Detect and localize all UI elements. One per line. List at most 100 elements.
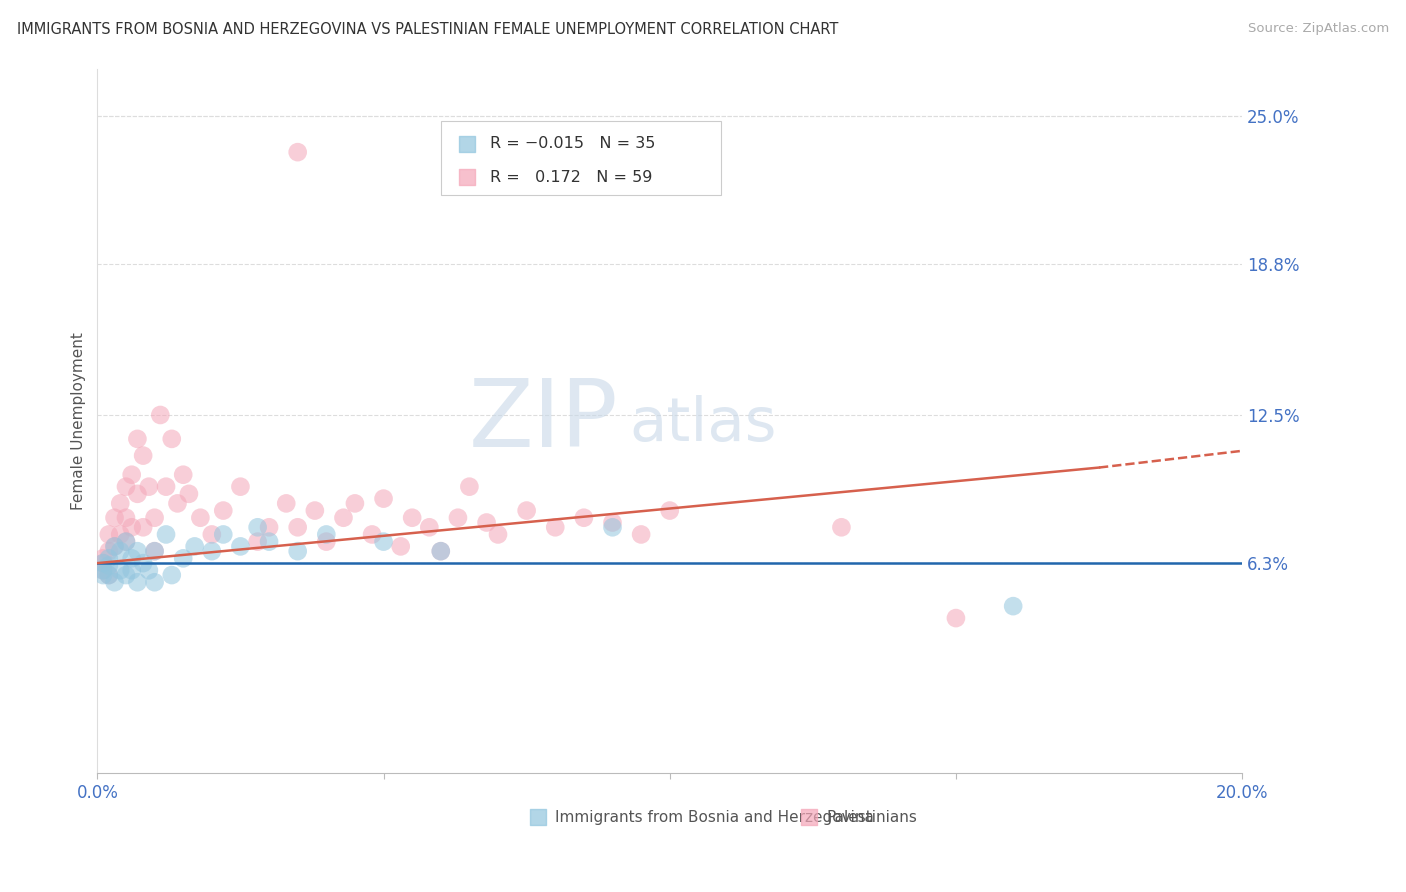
Point — [418, 520, 440, 534]
Point — [246, 534, 269, 549]
Text: IMMIGRANTS FROM BOSNIA AND HERZEGOVINA VS PALESTINIAN FEMALE UNEMPLOYMENT CORREL: IMMIGRANTS FROM BOSNIA AND HERZEGOVINA V… — [17, 22, 838, 37]
Point — [945, 611, 967, 625]
Point — [373, 534, 395, 549]
Point — [115, 480, 138, 494]
Point — [143, 510, 166, 524]
Text: R = −0.015   N = 35: R = −0.015 N = 35 — [491, 136, 655, 151]
Point — [401, 510, 423, 524]
Point — [315, 534, 337, 549]
Point — [115, 510, 138, 524]
Point — [229, 540, 252, 554]
Point — [127, 432, 149, 446]
Point — [830, 520, 852, 534]
Point — [121, 551, 143, 566]
Point — [486, 527, 509, 541]
Point — [201, 544, 224, 558]
Point — [602, 520, 624, 534]
Point — [475, 516, 498, 530]
Point — [315, 527, 337, 541]
Point — [160, 432, 183, 446]
Point — [332, 510, 354, 524]
Point — [97, 568, 120, 582]
Point — [103, 510, 125, 524]
Point — [91, 556, 114, 570]
Point — [110, 544, 132, 558]
Point — [1002, 599, 1025, 614]
Point — [257, 520, 280, 534]
Point — [257, 534, 280, 549]
Point — [97, 551, 120, 566]
Point — [132, 556, 155, 570]
Point — [103, 575, 125, 590]
Y-axis label: Female Unemployment: Female Unemployment — [72, 332, 86, 510]
Point — [127, 575, 149, 590]
Point — [190, 510, 212, 524]
Point — [91, 556, 114, 570]
Point — [127, 544, 149, 558]
Point — [132, 520, 155, 534]
Point — [115, 534, 138, 549]
Point — [544, 520, 567, 534]
Point — [97, 544, 120, 558]
Point — [138, 480, 160, 494]
Point — [630, 527, 652, 541]
Point — [97, 568, 120, 582]
Text: R =   0.172   N = 59: R = 0.172 N = 59 — [491, 169, 652, 185]
Point — [166, 496, 188, 510]
Point — [361, 527, 384, 541]
Point — [160, 568, 183, 582]
Point — [115, 568, 138, 582]
Point — [229, 480, 252, 494]
Point — [155, 480, 177, 494]
Text: Palestinians: Palestinians — [827, 810, 918, 824]
Point — [516, 503, 538, 517]
Text: ZIP: ZIP — [468, 375, 619, 467]
Point — [155, 527, 177, 541]
Text: Immigrants from Bosnia and Herzegovina: Immigrants from Bosnia and Herzegovina — [555, 810, 875, 824]
Point — [430, 544, 453, 558]
Point — [602, 516, 624, 530]
Point — [177, 487, 200, 501]
Point — [143, 544, 166, 558]
Point — [212, 503, 235, 517]
Point — [143, 575, 166, 590]
Point — [121, 563, 143, 577]
Point — [121, 467, 143, 482]
Text: Source: ZipAtlas.com: Source: ZipAtlas.com — [1249, 22, 1389, 36]
Point — [276, 496, 298, 510]
Point — [572, 510, 595, 524]
Point — [127, 487, 149, 501]
Point — [91, 568, 114, 582]
Point — [246, 520, 269, 534]
Point — [132, 449, 155, 463]
Point — [149, 408, 172, 422]
Point — [447, 510, 470, 524]
Point — [389, 540, 412, 554]
Point — [110, 563, 132, 577]
Point — [201, 527, 224, 541]
Point — [172, 551, 194, 566]
Point — [343, 496, 366, 510]
Point — [172, 467, 194, 482]
Point — [304, 503, 326, 517]
Point — [91, 563, 114, 577]
Point — [183, 540, 205, 554]
Point — [430, 544, 453, 558]
Point — [103, 540, 125, 554]
Point — [103, 540, 125, 554]
Point — [97, 558, 120, 573]
Point — [143, 544, 166, 558]
Point — [91, 551, 114, 566]
Point — [110, 496, 132, 510]
Point — [287, 544, 309, 558]
Point — [373, 491, 395, 506]
Point — [121, 520, 143, 534]
Point — [287, 520, 309, 534]
Text: atlas: atlas — [630, 395, 778, 454]
Point — [91, 563, 114, 577]
FancyBboxPatch shape — [441, 121, 721, 195]
Point — [97, 527, 120, 541]
Point — [287, 145, 309, 160]
Point — [138, 563, 160, 577]
Point — [458, 480, 481, 494]
